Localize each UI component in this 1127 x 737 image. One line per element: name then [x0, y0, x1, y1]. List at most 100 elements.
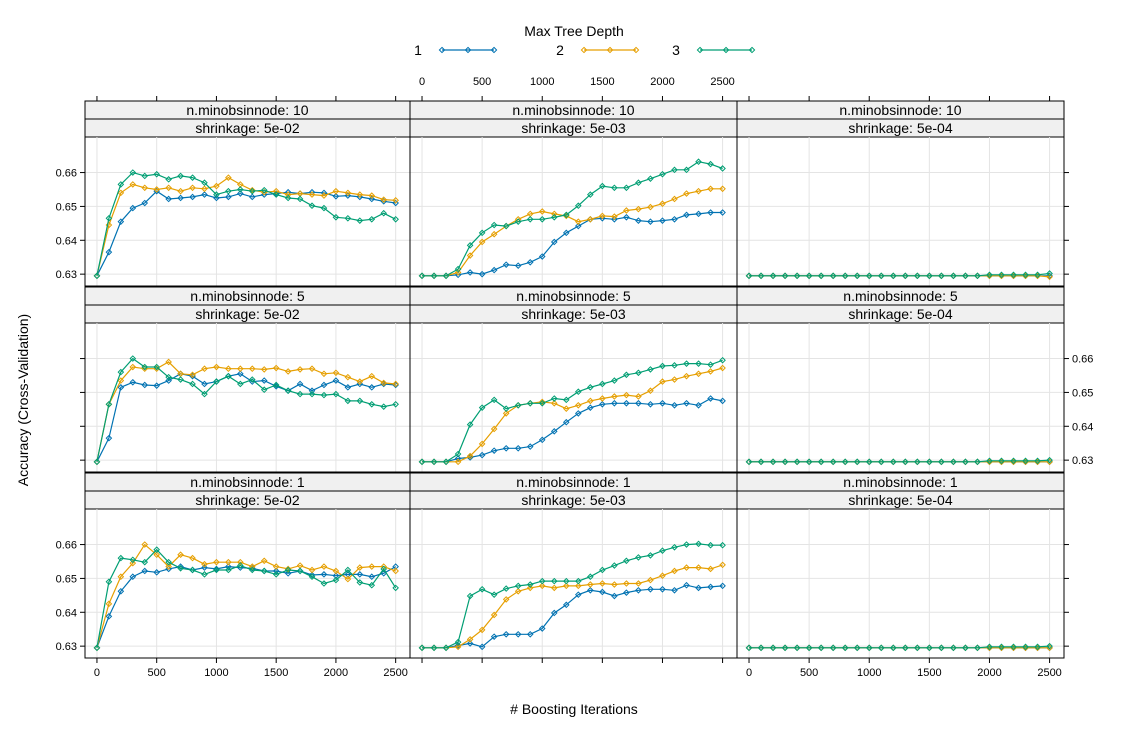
- data-point-depth-3: [356, 397, 364, 405]
- data-point-depth-1: [599, 400, 606, 408]
- data-point-depth-3: [344, 397, 352, 405]
- data-point-depth-1: [177, 194, 184, 202]
- data-point-depth-2: [659, 200, 666, 208]
- data-point-depth-2: [284, 368, 292, 375]
- data-point-depth-2: [272, 187, 280, 195]
- data-point-depth-1: [296, 380, 304, 388]
- data-point-depth-1: [623, 589, 630, 596]
- data-point-depth-2: [153, 551, 160, 559]
- data-point-depth-3: [478, 585, 486, 593]
- data-point-depth-3: [478, 404, 486, 411]
- data-point-depth-2: [165, 184, 172, 192]
- data-point-depth-3: [117, 181, 125, 188]
- panel: n.minobsinnode: 1 shrinkage: 5e-04: [736, 472, 1065, 659]
- panel: n.minobsinnode: 5 shrinkage: 5e-03: [409, 286, 738, 473]
- data-point-depth-2: [201, 560, 208, 568]
- data-point-depth-3: [356, 579, 364, 586]
- x-tick-label: 500: [800, 667, 818, 679]
- data-point-depth-2: [719, 364, 726, 372]
- data-point-depth-3: [1046, 270, 1053, 277]
- data-point-depth-3: [177, 376, 184, 383]
- data-point-depth-3: [793, 644, 801, 652]
- data-point-depth-3: [1010, 271, 1017, 279]
- data-point-depth-3: [683, 360, 690, 367]
- data-point-depth-1: [344, 192, 352, 199]
- data-point-depth-3: [902, 644, 909, 652]
- data-point-depth-1: [587, 404, 594, 411]
- data-point-depth-1: [105, 434, 113, 442]
- data-point-depth-3: [177, 172, 184, 180]
- data-point-depth-3: [1034, 457, 1041, 465]
- series-line-depth-3: [96, 548, 397, 648]
- data-point-depth-3: [284, 194, 292, 202]
- panels: n.minobsinnode: 10 shrinkage: 5e-02 n.mino…: [84, 100, 1065, 659]
- data-point-depth-2: [502, 596, 510, 603]
- legend-marker-depth-2: [606, 46, 614, 54]
- strip-shrinkage-label: shrinkage: 5e-03: [521, 120, 626, 136]
- y-tick-label: 0.63: [1072, 455, 1093, 467]
- data-point-depth-3: [1046, 456, 1053, 464]
- data-point-depth-3: [671, 362, 678, 369]
- data-point-depth-3: [950, 458, 957, 466]
- data-point-depth-3: [454, 638, 462, 646]
- strip-minobsinnode-label: n.minobsinnode: 10: [512, 102, 634, 118]
- data-point-depth-2: [647, 387, 654, 395]
- data-point-depth-3: [805, 272, 813, 280]
- data-point-depth-3: [902, 272, 909, 280]
- data-point-depth-3: [165, 373, 172, 381]
- data-point-depth-2: [707, 368, 714, 375]
- data-point-depth-3: [308, 573, 316, 581]
- data-point-depth-3: [611, 562, 618, 569]
- strip-shrinkage-label: shrinkage: 5e-02: [195, 492, 300, 508]
- data-point-depth-2: [550, 210, 558, 218]
- x-tick-label: 500: [473, 76, 491, 88]
- data-point-depth-1: [550, 238, 558, 246]
- data-point-depth-3: [829, 272, 837, 280]
- data-point-depth-2: [707, 185, 714, 193]
- data-point-depth-2: [635, 580, 642, 587]
- data-point-depth-1: [392, 199, 399, 207]
- data-point-depth-1: [490, 633, 498, 640]
- data-point-depth-3: [707, 541, 714, 549]
- data-point-depth-3: [914, 272, 921, 280]
- data-point-depth-3: [466, 421, 474, 428]
- data-point-depth-3: [538, 577, 546, 585]
- strip-minobsinnode-label: n.minobsinnode: 1: [516, 474, 631, 490]
- data-point-depth-3: [93, 644, 101, 652]
- data-point-depth-2: [635, 393, 642, 400]
- data-point-depth-1: [466, 640, 474, 647]
- data-point-depth-1: [129, 573, 137, 581]
- data-point-depth-2: [284, 191, 292, 198]
- data-point-depth-3: [380, 403, 388, 410]
- data-point-depth-3: [587, 191, 594, 198]
- data-point-depth-3: [974, 644, 981, 652]
- data-point-depth-3: [769, 644, 777, 652]
- x-tick-label: 1500: [264, 667, 288, 679]
- x-tick-label: 1000: [204, 667, 228, 679]
- data-point-depth-3: [225, 187, 232, 195]
- legend-marker-depth-1: [464, 46, 472, 54]
- data-point-depth-1: [659, 217, 666, 224]
- data-point-depth-3: [260, 186, 268, 194]
- data-point-depth-3: [635, 554, 642, 561]
- data-point-depth-3: [575, 202, 582, 210]
- data-point-depth-3: [442, 644, 450, 652]
- data-point-depth-2: [478, 238, 486, 246]
- data-point-depth-2: [599, 212, 606, 220]
- data-point-depth-1: [201, 191, 208, 198]
- data-point-depth-3: [914, 644, 921, 652]
- data-point-depth-1: [332, 192, 340, 200]
- data-point-depth-3: [105, 578, 113, 586]
- data-point-depth-2: [611, 393, 618, 400]
- data-point-depth-1: [189, 193, 196, 201]
- data-point-depth-3: [442, 458, 450, 466]
- series-line-depth-1: [422, 211, 723, 277]
- data-point-depth-2: [380, 196, 388, 203]
- data-point-depth-3: [719, 165, 726, 172]
- data-point-depth-3: [805, 644, 813, 652]
- data-point-depth-1: [611, 592, 618, 600]
- data-point-depth-3: [502, 585, 510, 592]
- data-point-depth-1: [201, 564, 208, 571]
- x-axis-title: # Boosting Iterations: [510, 701, 638, 717]
- data-point-depth-3: [986, 643, 993, 651]
